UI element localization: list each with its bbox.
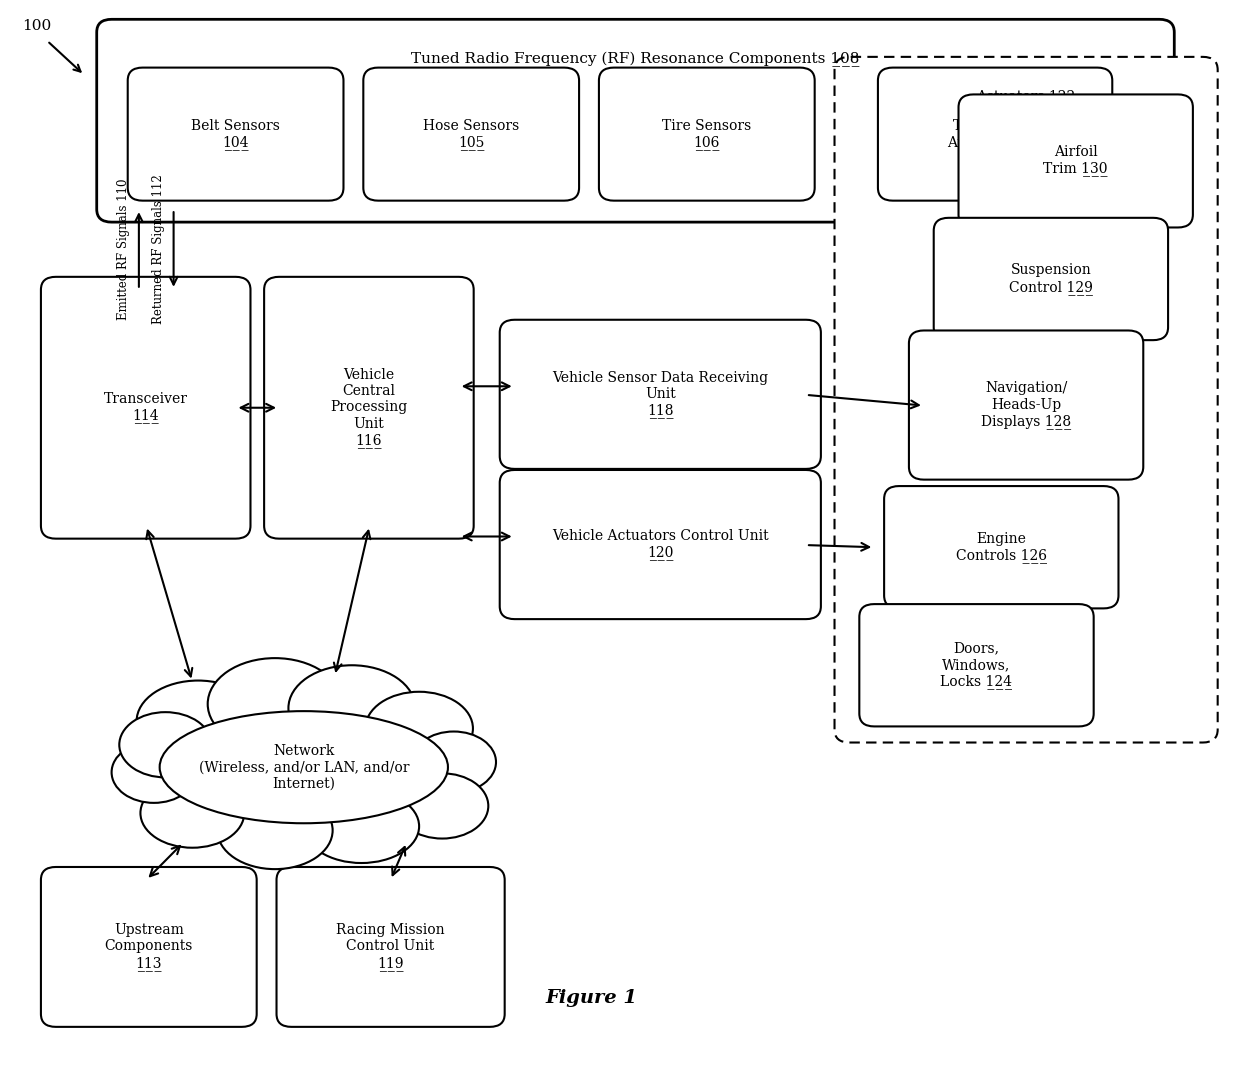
Ellipse shape xyxy=(217,792,332,869)
Text: Figure 1: Figure 1 xyxy=(546,989,637,1008)
Text: Transceiver
Antennas 1̲0̲2̲: Transceiver Antennas 1̲0̲2̲ xyxy=(946,119,1044,149)
FancyBboxPatch shape xyxy=(599,68,815,201)
FancyBboxPatch shape xyxy=(500,320,821,469)
FancyBboxPatch shape xyxy=(128,68,343,201)
Text: Vehicle Sensor Data Receiving
Unit
1̲1̲8̲: Vehicle Sensor Data Receiving Unit 1̲1̲8… xyxy=(552,370,769,418)
FancyBboxPatch shape xyxy=(277,867,505,1027)
Text: Returned RF Signals 112: Returned RF Signals 112 xyxy=(153,174,165,324)
Text: Network
(Wireless, and/or LAN, and/or
Internet): Network (Wireless, and/or LAN, and/or In… xyxy=(198,744,409,791)
FancyBboxPatch shape xyxy=(363,68,579,201)
Ellipse shape xyxy=(366,692,472,765)
Ellipse shape xyxy=(304,790,419,863)
Text: Transceiver
1̲1̲4̲: Transceiver 1̲1̲4̲ xyxy=(104,393,187,423)
Text: Vehicle
Central
Processing
Unit
1̲1̲6̲: Vehicle Central Processing Unit 1̲1̲6̲ xyxy=(330,368,408,447)
Ellipse shape xyxy=(289,665,415,751)
FancyBboxPatch shape xyxy=(41,277,250,539)
FancyBboxPatch shape xyxy=(959,94,1193,227)
Text: Upstream
Components
1̲1̲3̲: Upstream Components 1̲1̲3̲ xyxy=(104,923,193,971)
Ellipse shape xyxy=(136,680,259,762)
Ellipse shape xyxy=(165,719,443,815)
FancyBboxPatch shape xyxy=(500,470,821,619)
Text: Emitted RF Signals 110: Emitted RF Signals 110 xyxy=(118,178,130,320)
FancyBboxPatch shape xyxy=(909,330,1143,480)
Ellipse shape xyxy=(412,732,496,793)
Ellipse shape xyxy=(112,741,196,803)
FancyBboxPatch shape xyxy=(934,218,1168,340)
FancyBboxPatch shape xyxy=(859,604,1094,726)
FancyBboxPatch shape xyxy=(884,486,1118,608)
Text: Navigation/
Heads-Up
Displays 1̲2̲8̲: Navigation/ Heads-Up Displays 1̲2̲8̲ xyxy=(981,381,1071,429)
FancyBboxPatch shape xyxy=(41,867,257,1027)
Text: Suspension
Control 1̲2̲9̲: Suspension Control 1̲2̲9̲ xyxy=(1009,264,1092,294)
FancyBboxPatch shape xyxy=(97,19,1174,222)
FancyBboxPatch shape xyxy=(878,68,1112,201)
Ellipse shape xyxy=(396,774,489,839)
FancyBboxPatch shape xyxy=(835,57,1218,743)
Text: Tire Sensors
1̲0̲6̲: Tire Sensors 1̲0̲6̲ xyxy=(662,119,751,149)
FancyBboxPatch shape xyxy=(264,277,474,539)
Text: Doors,
Windows,
Locks 1̲2̲4̲: Doors, Windows, Locks 1̲2̲4̲ xyxy=(940,642,1013,689)
Text: Tuned Radio Frequency (RF) Resonance Components 1̲0̲8̲: Tuned Radio Frequency (RF) Resonance Com… xyxy=(412,52,859,67)
Text: Engine
Controls 1̲2̲6̲: Engine Controls 1̲2̲6̲ xyxy=(956,532,1047,562)
Ellipse shape xyxy=(160,711,448,823)
Text: Vehicle Actuators Control Unit
1̲2̲0̲: Vehicle Actuators Control Unit 1̲2̲0̲ xyxy=(552,529,769,560)
Text: Hose Sensors
1̲0̲5̲: Hose Sensors 1̲0̲5̲ xyxy=(423,119,520,149)
Text: Airfoil
Trim 1̲3̲0̲: Airfoil Trim 1̲3̲0̲ xyxy=(1043,146,1109,176)
Ellipse shape xyxy=(140,778,244,848)
Ellipse shape xyxy=(208,658,342,750)
Text: Racing Mission
Control Unit
1̲1̲9̲: Racing Mission Control Unit 1̲1̲9̲ xyxy=(336,923,445,971)
Ellipse shape xyxy=(119,712,212,777)
Text: 100: 100 xyxy=(22,19,52,33)
Text: Actuators 1̲2̲2̲: Actuators 1̲2̲2̲ xyxy=(976,89,1076,104)
Text: Belt Sensors
1̲0̲4̲: Belt Sensors 1̲0̲4̲ xyxy=(191,119,280,149)
